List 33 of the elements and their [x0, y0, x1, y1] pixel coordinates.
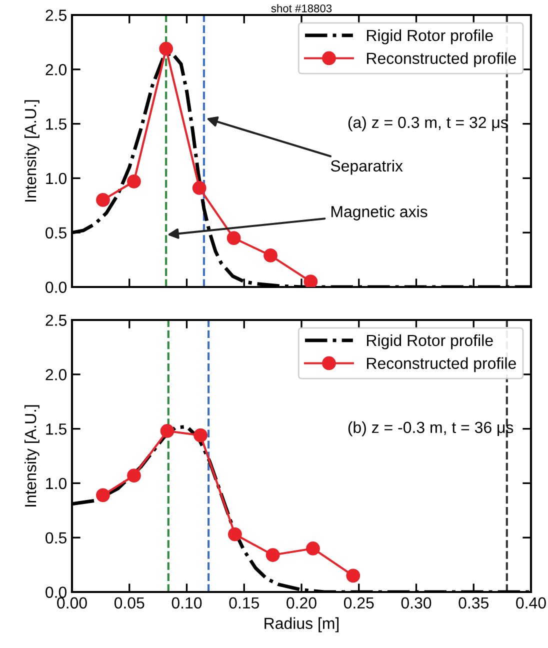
x-tick-label: 0.00 [57, 597, 87, 609]
y-axis-title: Intensity [A.U.] [24, 405, 40, 506]
y-tick-label: 0.0 [46, 282, 67, 293]
x-tick-label: 0.10 [172, 597, 202, 609]
x-tick-label: 0.15 [229, 597, 259, 609]
x-tick-label: 0.05 [114, 597, 144, 609]
x-tick-label: 0.40 [516, 597, 546, 609]
x-tick-label: 0.35 [458, 597, 488, 609]
chart-title: shot #18803 [271, 4, 332, 12]
legend-label: Rigid Rotor profile [367, 29, 493, 44]
x-tick-label: 0.30 [401, 597, 432, 609]
y-tick-label: 2.0 [46, 64, 67, 76]
legend-label: Reconstructed profile [367, 357, 516, 372]
y-tick-label: 0.5 [46, 227, 66, 239]
y-tick-label: 1.5 [46, 118, 66, 130]
y-tick-label: 2.5 [46, 10, 66, 21]
y-axis-title: Intensity [A.U.] [24, 100, 40, 202]
y-tick-label: 1.5 [46, 424, 66, 435]
legend-label: Reconstructed profile [367, 52, 516, 68]
legend-label: Rigid Rotor profile [367, 334, 493, 350]
y-tick-label: 0.0 [46, 586, 67, 598]
y-tick-label: 0.5 [46, 532, 66, 544]
x-tick-label: 0.25 [344, 597, 374, 609]
y-tick-label: 1.0 [46, 478, 67, 490]
annotation: (b) z = -0.3 m, t = 36 μs [348, 421, 514, 436]
y-tick-label: 1.0 [46, 172, 67, 184]
annotation: Separatrix [330, 160, 403, 175]
x-axis-title: Radius [m] [264, 617, 339, 632]
annotation: Magnetic axis [332, 206, 428, 220]
annotation: (a) z = 0.3 m, t = 32 μs [348, 116, 508, 132]
y-tick-label: 2.5 [46, 314, 66, 326]
y-tick-label: 2.0 [46, 369, 67, 380]
x-tick-label: 0.20 [286, 597, 316, 609]
